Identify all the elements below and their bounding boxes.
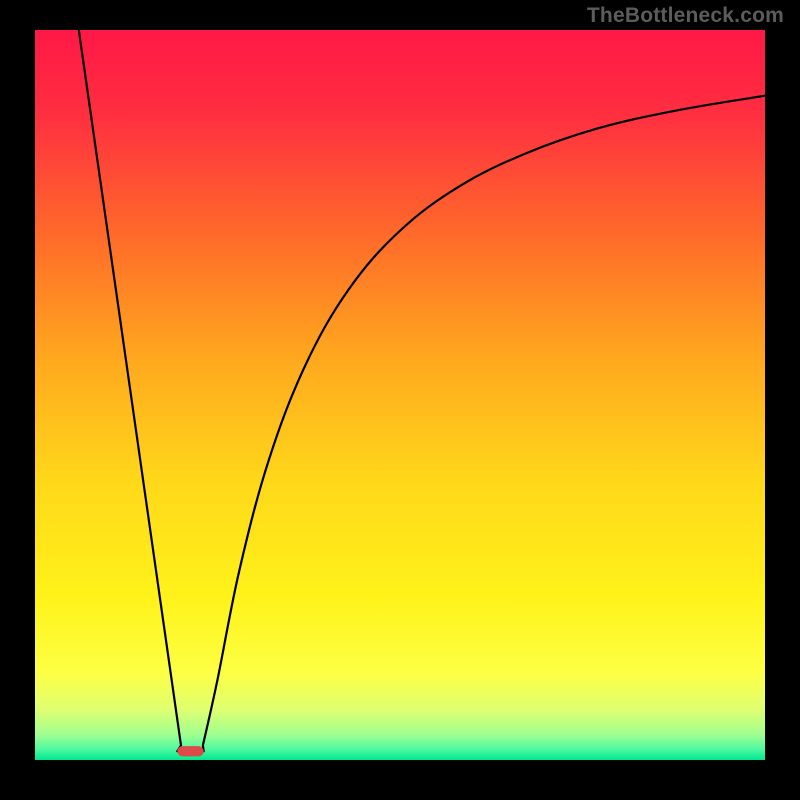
plot-background [35, 30, 765, 760]
minimum-marker [177, 746, 203, 756]
watermark-text: TheBottleneck.com [587, 4, 784, 28]
bottleneck-chart [0, 0, 800, 800]
